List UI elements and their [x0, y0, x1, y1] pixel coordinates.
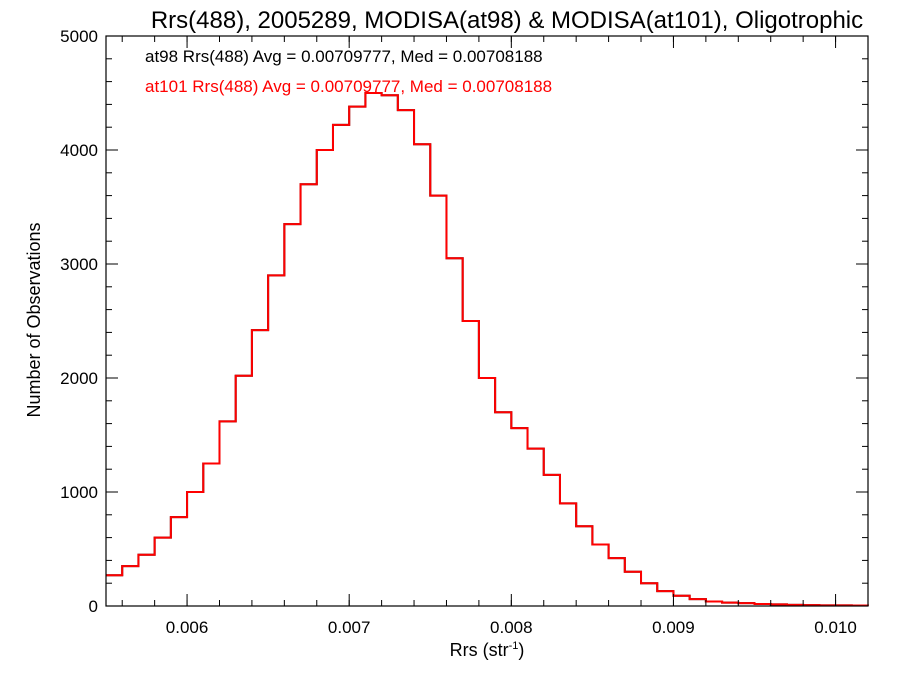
x-tick-label: 0.007 [328, 618, 371, 637]
y-axis-label: Number of Observations [24, 222, 44, 417]
y-tick-label: 4000 [60, 141, 98, 160]
y-tick-label: 2000 [60, 369, 98, 388]
x-axis-label-superscript: -1 [509, 640, 519, 652]
chart-title: Rrs(488), 2005289, MODISA(at98) & MODISA… [151, 7, 863, 34]
x-axis: 0.006 0.007 0.008 0.009 0.010 [121, 36, 869, 637]
series-line-at101 [106, 92, 869, 607]
legend-annotation-at101: at101 Rrs(488) Avg = 0.00709777, Med = 0… [145, 77, 552, 96]
series-layer [106, 92, 869, 607]
x-tick-label: 0.006 [166, 618, 209, 637]
x-tick-label: 0.008 [490, 618, 533, 637]
y-tick-label: 3000 [60, 255, 98, 274]
plot-frame [105, 35, 869, 607]
y-tick-label: 1000 [60, 483, 98, 502]
legend-annotation-at98: at98 Rrs(488) Avg = 0.00709777, Med = 0.… [145, 47, 543, 66]
y-tick-label: 0 [89, 597, 98, 616]
y-tick-label: 5000 [60, 27, 98, 46]
x-axis-label: Rrs (str-1) [450, 640, 525, 660]
series-line-at98 [106, 92, 869, 607]
x-axis-label-main: Rrs (str [450, 640, 509, 660]
y-axis: 0 1000 2000 3000 4000 5000 [60, 27, 868, 616]
x-tick-label: 0.010 [814, 618, 857, 637]
x-tick-label: 0.009 [652, 618, 695, 637]
x-axis-label-end: ) [518, 640, 524, 660]
